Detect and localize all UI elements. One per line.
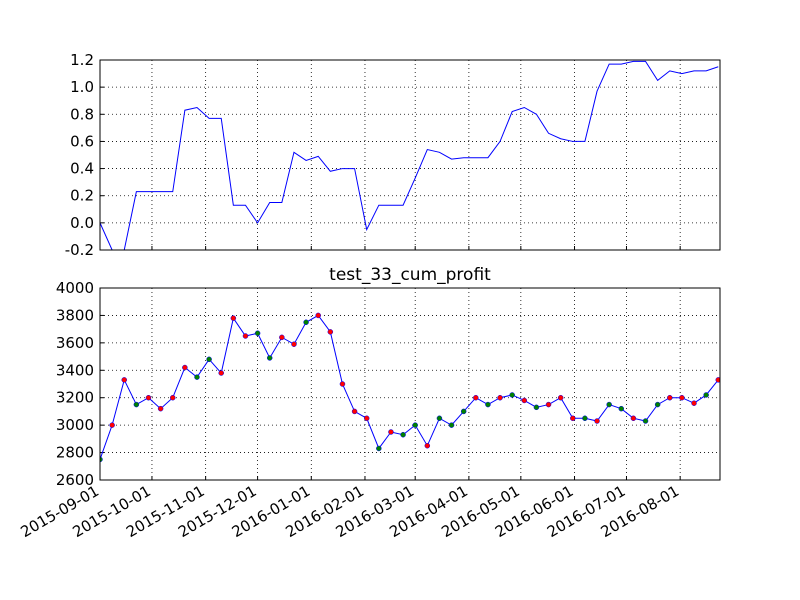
point [206, 356, 212, 363]
point [582, 415, 588, 422]
point [109, 422, 115, 428]
point [679, 394, 685, 401]
y-tick-label: 3600 [56, 334, 94, 352]
point [545, 401, 552, 408]
y-tick-label: 3000 [56, 416, 94, 434]
point [436, 415, 443, 422]
axes-frame [99, 59, 721, 251]
point [315, 312, 321, 319]
point [363, 415, 370, 422]
y-tick-label: 0.8 [70, 105, 94, 123]
point [618, 405, 625, 412]
point [473, 394, 479, 401]
point [242, 333, 249, 339]
point [485, 401, 491, 408]
plot-area [100, 60, 719, 250]
axes-frame [99, 287, 721, 481]
point [570, 415, 576, 422]
point [376, 445, 382, 452]
point [642, 418, 649, 424]
plot-area [100, 312, 720, 463]
point [254, 330, 261, 337]
y-tick-label: 3400 [56, 361, 94, 379]
point [388, 429, 394, 435]
point [424, 442, 431, 449]
y-tick-label: 3200 [56, 389, 94, 407]
point [630, 415, 637, 422]
y-tick-label: 3800 [56, 306, 94, 324]
point [557, 394, 564, 401]
point [448, 422, 455, 428]
point [266, 355, 273, 361]
point [533, 404, 540, 411]
point [303, 319, 309, 326]
point [667, 394, 673, 401]
point [509, 392, 515, 398]
point [218, 370, 224, 376]
point [194, 374, 200, 380]
point [157, 405, 164, 412]
point [654, 401, 661, 408]
point [691, 400, 697, 406]
point [606, 401, 612, 408]
point [121, 377, 127, 383]
point [594, 418, 600, 424]
point [521, 397, 528, 404]
point [279, 334, 285, 341]
point [497, 394, 503, 401]
y-tick-label: 0.6 [70, 132, 94, 150]
y-tick-label: -0.2 [65, 241, 94, 259]
point [327, 329, 334, 335]
line [100, 60, 719, 250]
y-tick-label: 1.2 [70, 51, 94, 69]
y-tick-label: 2600 [56, 471, 94, 489]
point [460, 408, 467, 415]
line [100, 314, 719, 460]
point [182, 364, 188, 371]
point [351, 408, 358, 415]
point [339, 381, 346, 387]
point [169, 394, 176, 401]
point [703, 392, 709, 398]
point [230, 315, 237, 321]
point [400, 431, 406, 438]
y-tick-label: 2800 [56, 444, 94, 462]
point [412, 422, 418, 428]
chart-title: test_33_cum_profit [329, 265, 491, 285]
point [133, 401, 140, 408]
point [145, 394, 152, 401]
y-tick-label: 0.2 [70, 187, 94, 205]
y-tick-label: 0.0 [70, 214, 94, 232]
point [291, 341, 297, 347]
y-tick-label: 4000 [56, 279, 94, 297]
point [715, 377, 720, 383]
y-tick-label: 1.0 [70, 78, 94, 96]
point [100, 456, 103, 463]
y-tick-label: 0.4 [70, 160, 94, 178]
